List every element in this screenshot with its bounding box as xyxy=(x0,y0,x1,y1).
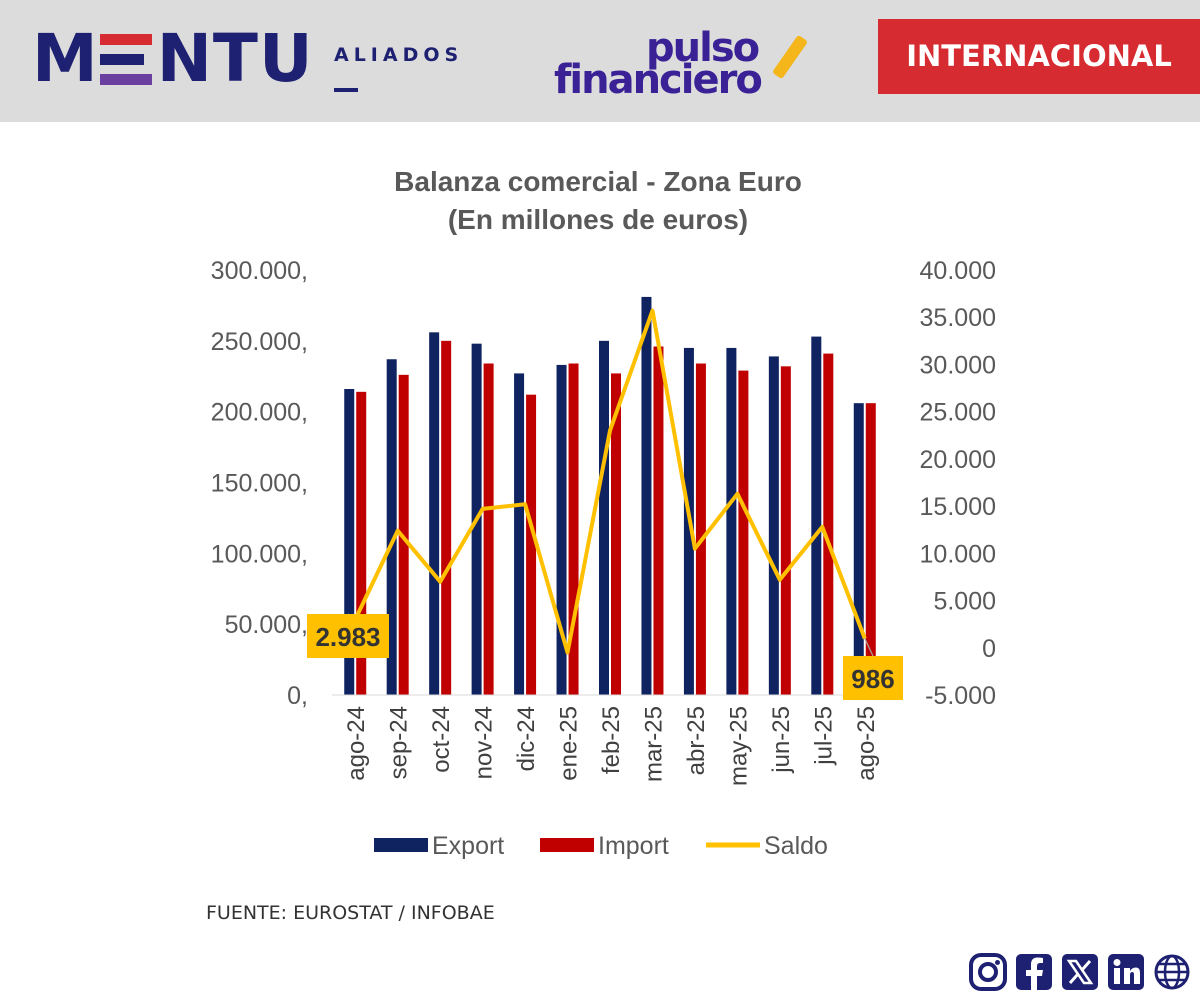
x-tick-label: sep-24 xyxy=(386,706,413,779)
bar-import xyxy=(653,346,664,695)
legend-label-export: Export xyxy=(432,832,504,860)
bar-export xyxy=(556,364,567,695)
mentu-logo: M NTU xyxy=(32,26,314,92)
chart-annotations: 2.983 986 xyxy=(307,613,903,700)
chart-title: Balanza comercial - Zona Euro xyxy=(394,166,802,197)
y-axis-left: 0, 50.000, 100.000, 150.000, 200.000, 250.000… xyxy=(211,257,308,710)
x-tick-label: nov-24 xyxy=(471,706,498,779)
x-tick-label: oct-24 xyxy=(428,706,455,773)
mentu-aliados: ALIADOS xyxy=(334,44,464,66)
annotation-leader xyxy=(864,638,874,657)
bar-import xyxy=(823,353,834,695)
globe-icon[interactable] xyxy=(1152,952,1192,992)
bar-import xyxy=(526,394,537,695)
bar-import xyxy=(356,391,367,695)
x-tick-label: ene-25 xyxy=(556,706,583,781)
bar-export xyxy=(768,356,779,695)
x-tick-label: dic-24 xyxy=(513,706,540,771)
y-right-tick-label: 25.000 xyxy=(920,399,996,427)
linkedin-icon[interactable] xyxy=(1106,952,1146,992)
chart-legend: Export Import Saldo xyxy=(374,832,828,860)
y-left-tick-label: 50.000, xyxy=(225,611,308,639)
x-tick-label: feb-25 xyxy=(598,706,625,774)
header-bar: M NTU ALIADOS pulso financiero INTERNACIO… xyxy=(0,0,1200,122)
y-left-tick-label: 300.000, xyxy=(211,257,308,285)
y-axis-right: -5.000 0 5.000 10.000 15.000 20.000 25.000 30.0… xyxy=(920,257,996,710)
bar-import xyxy=(483,363,494,695)
x-tick-label: jul-25 xyxy=(810,706,837,766)
y-left-tick-label: 150.000, xyxy=(211,470,308,498)
bar-import xyxy=(780,366,791,695)
source-note: FUENTE: EUROSTAT / INFOBAE xyxy=(206,902,495,924)
y-right-tick-label: 35.000 xyxy=(920,304,996,332)
bar-export xyxy=(641,296,652,695)
bar-export xyxy=(386,359,397,695)
saldo-line-series xyxy=(353,308,867,655)
chart-subtitle: (En millones de euros) xyxy=(448,204,748,235)
pulso-logo-line2: financiero xyxy=(554,57,763,103)
x-tick-label: ago-25 xyxy=(853,706,880,781)
bar-import xyxy=(865,403,876,695)
mentu-logo-e-bars xyxy=(100,34,152,86)
x-tick-label: may-25 xyxy=(725,706,752,786)
x-tick-label: mar-25 xyxy=(640,706,667,782)
mentu-aliados-underline xyxy=(334,88,358,92)
bar-export xyxy=(344,389,355,695)
pulso-financiero-logo: pulso financiero xyxy=(554,28,834,104)
x-tick-label: jun-25 xyxy=(768,706,795,774)
x-tick-label: ago-24 xyxy=(343,706,370,781)
pulso-logo-slash xyxy=(771,34,809,80)
y-right-tick-label: 10.000 xyxy=(920,540,996,568)
mentu-logo-m: M xyxy=(32,20,99,97)
bar-export xyxy=(514,373,525,695)
bar-import xyxy=(441,340,452,695)
x-tick-label: abr-25 xyxy=(683,706,710,775)
y-left-tick-label: 100.000, xyxy=(211,540,308,568)
pulso-logo-line1: pulso xyxy=(646,25,760,71)
trade-balance-chart: Balanza comercial - Zona Euro (En millon… xyxy=(211,166,996,860)
legend-swatch-import xyxy=(540,838,594,852)
legend-label-import: Import xyxy=(598,832,669,860)
annotation-box xyxy=(843,656,903,700)
bar-import xyxy=(568,363,579,695)
bar-export xyxy=(429,332,440,695)
bar-export xyxy=(853,403,864,695)
annotation-box xyxy=(307,614,389,658)
bar-import xyxy=(611,373,621,695)
x-axis-labels: ago-24 sep-24 oct-24 nov-24 dic-24 ene-25 feb-… xyxy=(343,706,880,786)
y-right-tick-label: 20.000 xyxy=(920,446,996,474)
section-badge: INTERNACIONAL xyxy=(878,19,1200,94)
bar-export xyxy=(726,347,737,695)
y-right-tick-label: 40.000 xyxy=(920,257,996,285)
legend-label-saldo: Saldo xyxy=(764,832,828,860)
y-right-tick-label: 30.000 xyxy=(920,351,996,379)
legend-swatch-export xyxy=(374,838,428,852)
bar-series xyxy=(344,296,876,695)
bar-import xyxy=(738,370,749,695)
y-right-tick-label: -5.000 xyxy=(925,682,996,710)
y-left-tick-label: 0, xyxy=(287,682,308,710)
y-right-tick-label: 5.000 xyxy=(933,588,996,616)
x-icon[interactable] xyxy=(1060,952,1100,992)
bar-import xyxy=(695,363,706,695)
instagram-icon[interactable] xyxy=(968,952,1008,992)
y-left-tick-label: 250.000, xyxy=(211,328,308,356)
annotation-label: 986 xyxy=(851,664,894,694)
facebook-icon[interactable] xyxy=(1014,952,1054,992)
mentu-logo-ntu: NTU xyxy=(156,20,314,97)
y-right-tick-label: 0 xyxy=(982,635,996,663)
annotation-label: 2.983 xyxy=(315,622,380,652)
bar-export xyxy=(599,340,609,695)
bar-export xyxy=(811,336,822,695)
y-left-tick-label: 200.000, xyxy=(211,399,308,427)
y-right-tick-label: 15.000 xyxy=(920,493,996,521)
